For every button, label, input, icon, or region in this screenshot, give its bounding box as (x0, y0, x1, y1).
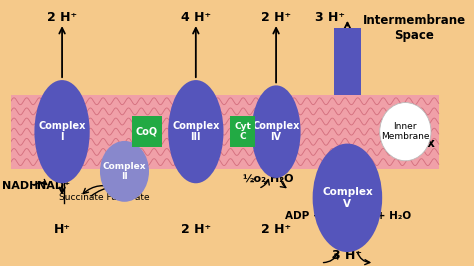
Text: H⁺: H⁺ (54, 223, 71, 236)
Ellipse shape (380, 103, 431, 161)
Text: ATP + H₂O: ATP + H₂O (351, 211, 411, 221)
Text: 2 H⁺: 2 H⁺ (261, 223, 291, 236)
Ellipse shape (168, 80, 223, 183)
Text: NADH: NADH (2, 181, 39, 191)
Text: 3 H⁺: 3 H⁺ (315, 11, 345, 24)
Text: CoQ: CoQ (136, 127, 158, 137)
Text: Complex
I: Complex I (38, 121, 86, 143)
Ellipse shape (100, 141, 149, 202)
Text: 2 H⁺: 2 H⁺ (47, 11, 77, 24)
Bar (132, 117, 162, 147)
Text: Complex
III: Complex III (172, 121, 219, 143)
Text: ADP + Pᵢ: ADP + Pᵢ (285, 211, 336, 221)
Ellipse shape (313, 144, 382, 252)
Text: Matrix: Matrix (393, 137, 436, 150)
Text: NAD⁺: NAD⁺ (36, 181, 70, 191)
Text: Inner
Membrane: Inner Membrane (381, 122, 429, 141)
Ellipse shape (252, 85, 301, 178)
Text: Intermembrane
Space: Intermembrane Space (363, 14, 466, 43)
Text: 3 H⁺: 3 H⁺ (332, 249, 363, 262)
Text: H₂O: H₂O (270, 174, 293, 184)
Text: Complex
II: Complex II (103, 162, 146, 181)
Bar (230, 117, 255, 147)
Text: 2 H⁺: 2 H⁺ (261, 11, 291, 24)
Text: Cyt
C: Cyt C (234, 122, 251, 141)
Text: Complex
V: Complex V (322, 187, 373, 209)
Ellipse shape (35, 80, 90, 183)
Text: 4 H⁺: 4 H⁺ (181, 11, 211, 24)
Bar (334, 28, 361, 95)
Text: ½o₂: ½o₂ (243, 174, 267, 184)
Text: Complex
IV: Complex IV (252, 121, 300, 143)
Text: Succinate Fumarate: Succinate Fumarate (59, 193, 150, 202)
Text: 2 H⁺: 2 H⁺ (181, 223, 211, 236)
Bar (11, 95, 439, 169)
